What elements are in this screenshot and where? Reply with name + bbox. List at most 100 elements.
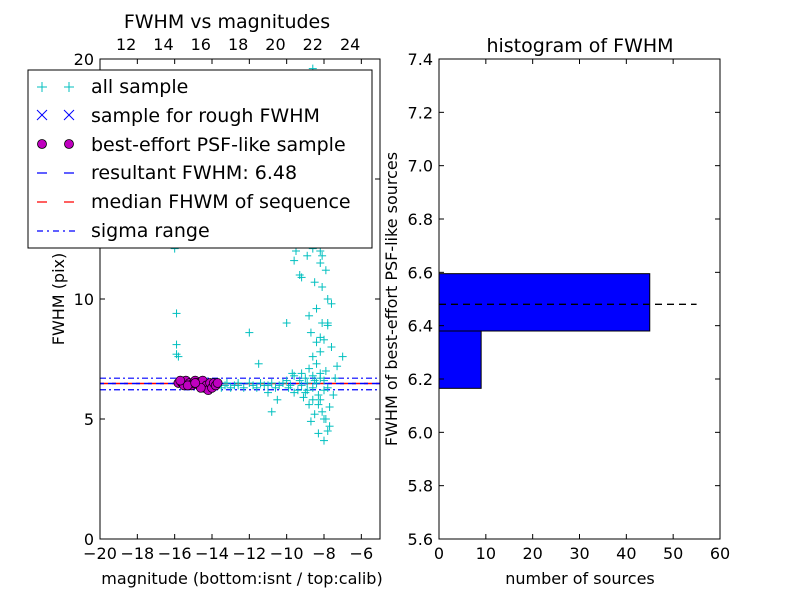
point-all-sample [320, 376, 328, 385]
top-x-tick-label: 18 [228, 35, 248, 54]
legend-label: sample for rough FWHM [91, 105, 320, 127]
point-all-sample [254, 359, 263, 368]
legend: all sample sample for rough FWHM best-ef… [27, 69, 373, 249]
top-x-tick-label: 16 [191, 35, 211, 54]
point-all-sample [252, 383, 261, 392]
legend-entry-psf-sample: best-effort PSF-like sample [37, 134, 346, 156]
point-all-sample [314, 400, 323, 409]
point-all-sample [327, 299, 336, 308]
y-tick-label: 7.0 [408, 157, 433, 176]
point-all-sample [282, 376, 291, 385]
y-tick-label: 6.0 [408, 423, 433, 442]
point-all-sample [234, 379, 243, 387]
x-tick-label: −12 [232, 544, 266, 563]
histogram-title: histogram of FWHM [486, 35, 673, 57]
scatter-chart: −20−18−16−14−12−10−8−6 05101520 12141618… [27, 11, 383, 588]
point-all-sample [305, 364, 314, 373]
y-tick-label: 6.2 [408, 370, 433, 389]
histogram-bars [438, 273, 651, 389]
point-all-sample [267, 407, 276, 416]
series-best-effort-psf [173, 375, 223, 396]
point-all-sample [297, 273, 306, 282]
point-all-sample [282, 319, 291, 327]
point-all-sample [297, 369, 306, 378]
point-all-sample [323, 321, 332, 330]
point-all-sample [329, 391, 338, 399]
point-all-sample [297, 381, 306, 390]
point-all-sample [312, 359, 321, 368]
point-all-sample [267, 379, 276, 387]
point-all-sample [172, 309, 181, 318]
scatter-x-axis: −20 −18 −16 −14 −12 −10 −8 −6 [83, 59, 373, 563]
x-tick-label: −14 [195, 544, 229, 563]
point-all-sample [325, 422, 334, 431]
x-tick-label: −8 [312, 544, 336, 563]
point-all-sample [323, 383, 332, 392]
point-all-sample [318, 251, 327, 260]
point-all-sample [312, 338, 321, 347]
point-all-sample [245, 328, 254, 337]
legend-entry-resultant: resultant FWHM: 6.48 [37, 162, 297, 184]
point-all-sample [316, 333, 325, 342]
point-all-sample [295, 376, 304, 385]
x-tick-label: 30 [569, 544, 589, 563]
x-tick-label: −18 [120, 544, 154, 563]
point-all-sample [290, 256, 299, 265]
x-tick-label: 20 [522, 544, 542, 563]
legend-marker-x [36, 109, 75, 121]
point-all-sample [323, 295, 332, 303]
x-tick-label: 60 [710, 544, 730, 563]
point-all-sample [273, 395, 282, 404]
histogram-y-label: FWHM of best-effort PSF-like sources [382, 152, 401, 446]
point-all-sample [172, 350, 181, 359]
top-x-tick-label: 14 [153, 35, 173, 54]
point-all-sample [312, 304, 321, 313]
y-tick-label: 6.4 [408, 317, 433, 336]
legend-box [27, 69, 373, 249]
histogram-chart: 0 10 20 30 40 50 60 5.6 5.8 6.0 6.2 6.4 6.6 6.8 7.0 7.… [382, 35, 730, 588]
legend-marker-circle [64, 139, 74, 149]
histogram-x-label: number of sources [505, 569, 655, 588]
y-tick-label: 0 [84, 530, 94, 549]
y-tick-label: 7.4 [408, 50, 433, 69]
point-psf-sample [190, 378, 201, 388]
histogram-bar [438, 273, 651, 332]
scatter-top-x-axis: 12 14 16 18 20 22 24 [116, 35, 360, 54]
point-all-sample [308, 352, 317, 361]
point-all-sample [299, 393, 308, 402]
legend-entry-median: median FHWM of sequence [37, 191, 351, 213]
point-all-sample [303, 379, 312, 387]
point-all-sample [264, 388, 272, 397]
legend-entry-rough-fwhm: sample for rough FWHM [36, 105, 320, 127]
point-all-sample [301, 374, 310, 383]
point-psf-sample [175, 375, 186, 386]
point-all-sample [325, 403, 334, 411]
point-all-sample [306, 417, 315, 426]
point-all-sample [338, 352, 347, 361]
point-psf-sample [212, 378, 223, 388]
legend-label: resultant FWHM: 6.48 [91, 162, 297, 184]
x-tick-label: 50 [663, 544, 683, 563]
point-all-sample [303, 386, 312, 395]
legend-marker-circle [37, 139, 47, 149]
y-tick-label: 6.6 [408, 263, 433, 282]
point-all-sample [316, 347, 325, 356]
top-x-tick-label: 22 [303, 35, 323, 54]
histogram-y-axis: 5.6 5.8 6.0 6.2 6.4 6.6 6.8 7.0 7.2 7.4 [408, 50, 720, 549]
scatter-x-label: magnitude (bottom:isnt / top:calib) [101, 569, 382, 588]
point-all-sample [239, 383, 248, 392]
point-all-sample [320, 415, 328, 423]
histogram-bar [438, 330, 482, 389]
top-x-tick-label: 12 [116, 35, 136, 54]
legend-marker-plus [37, 82, 74, 92]
point-all-sample [221, 381, 230, 390]
y-tick-label: 10 [74, 290, 94, 309]
point-all-sample [318, 283, 327, 291]
x-tick-label: −20 [83, 544, 117, 563]
legend-label: sigma range [91, 220, 210, 242]
point-all-sample [308, 383, 317, 392]
point-all-sample [314, 429, 323, 438]
y-tick-label: 5.6 [408, 530, 433, 549]
point-all-sample [327, 343, 336, 351]
